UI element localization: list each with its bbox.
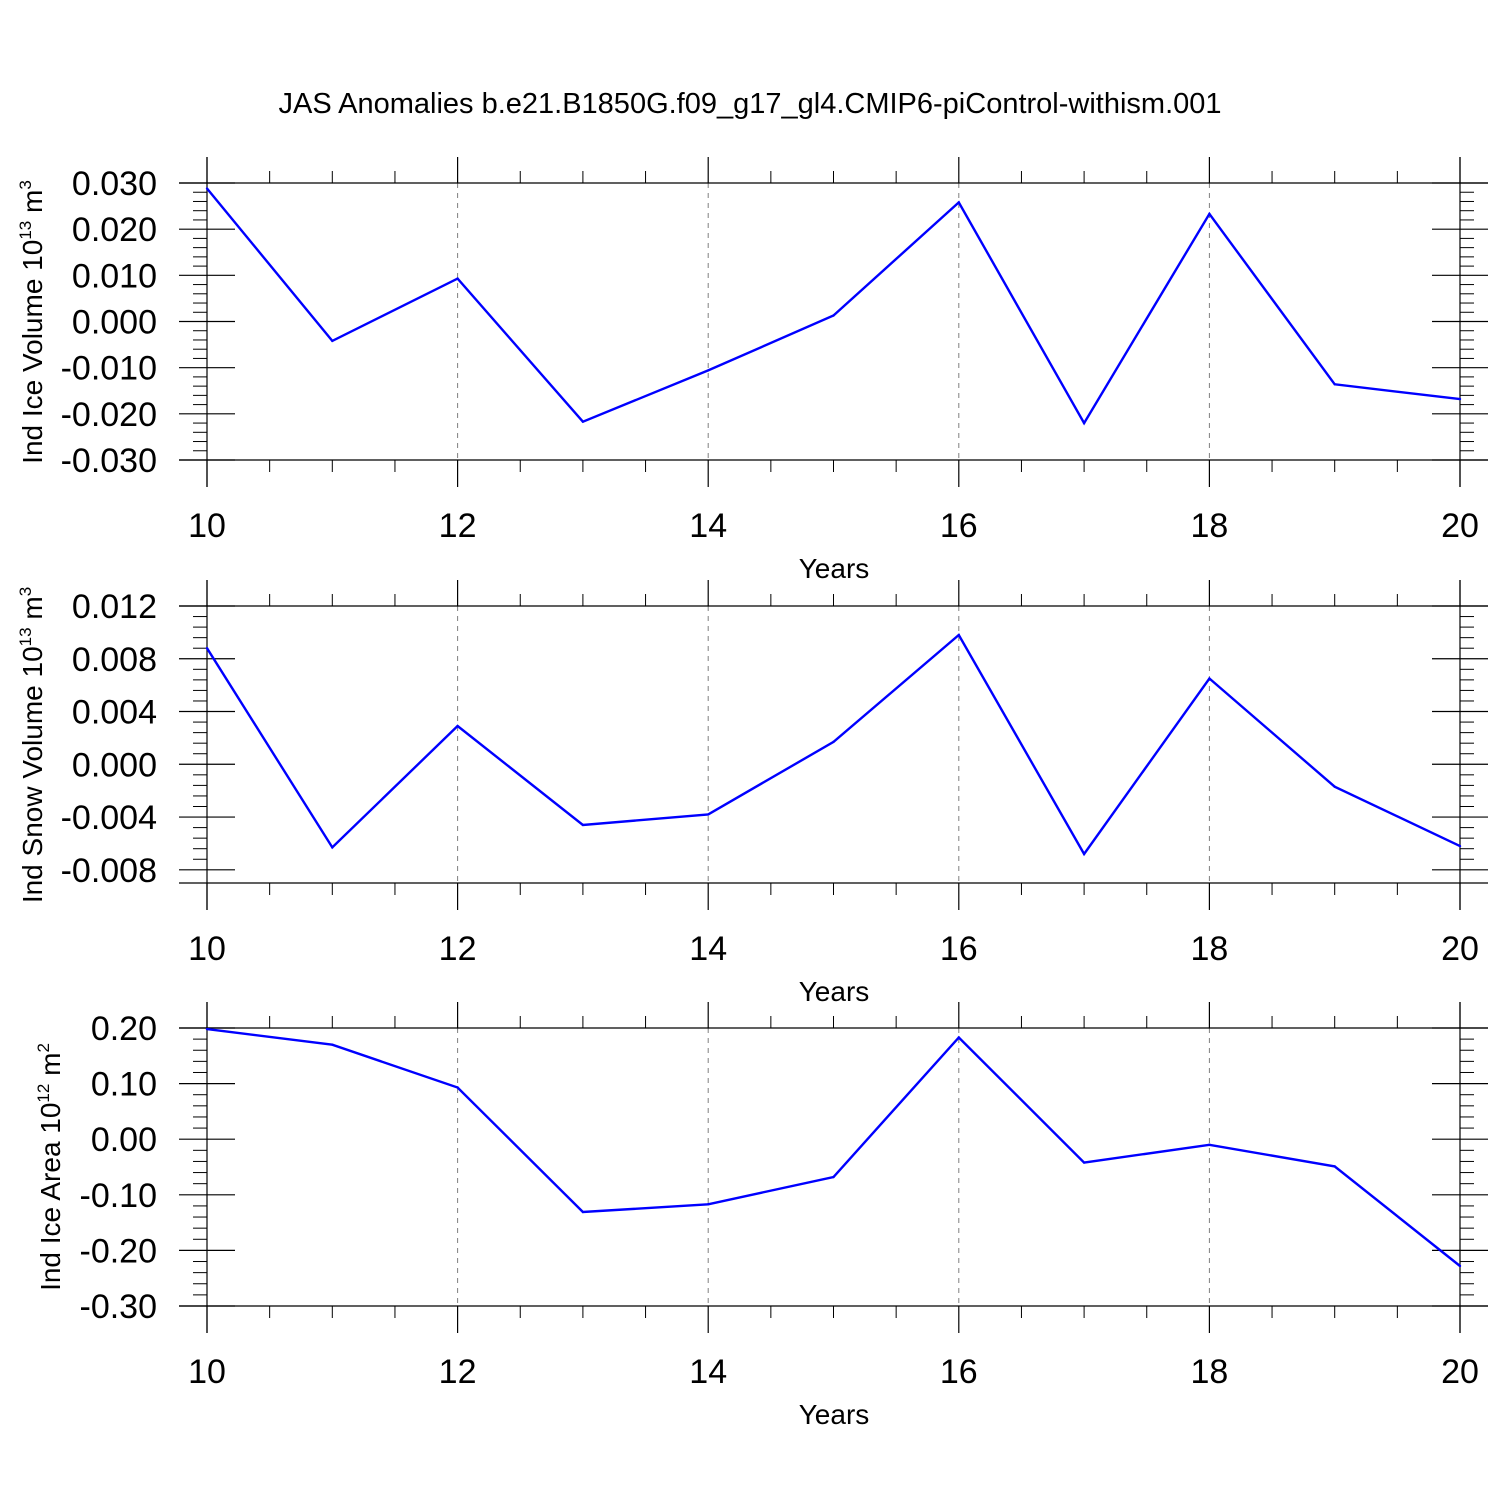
data-point xyxy=(1208,677,1211,680)
x-tick-label: 14 xyxy=(689,1353,727,1391)
y-tick-label: -0.020 xyxy=(61,396,157,434)
y-tick-label: -0.10 xyxy=(80,1177,158,1215)
chart-title: JAS Anomalies b.e21.B1850G.f09_g17_gl4.C… xyxy=(278,88,1222,120)
y-axis-title-unit-exp: 3 xyxy=(16,180,35,189)
x-tick-label: 18 xyxy=(1190,1353,1228,1391)
series-line xyxy=(206,1027,1461,1267)
data-point xyxy=(957,201,960,204)
y-tick-label: 0.000 xyxy=(72,304,157,342)
data-point xyxy=(581,823,585,827)
data-point xyxy=(1082,852,1086,856)
y-tick-label: 0.012 xyxy=(72,588,157,626)
data-point xyxy=(331,339,334,343)
x-tick-label: 14 xyxy=(689,507,727,545)
data-point xyxy=(1208,1143,1211,1146)
data-point xyxy=(1458,844,1462,848)
y-tick-label: 0.004 xyxy=(72,694,157,732)
y-tick-label: -0.30 xyxy=(80,1288,158,1326)
data-point xyxy=(1333,1165,1336,1168)
y-tick-label: -0.008 xyxy=(61,852,157,890)
chart-panel-snow-volume: 0.012 0.008 0.004 0.000 -0.004 -0.008 10 12 14 16… xyxy=(16,580,1488,1007)
data-point xyxy=(832,740,835,744)
data-point xyxy=(707,813,710,816)
series-line xyxy=(205,633,1461,857)
data-point xyxy=(205,1027,209,1031)
x-tick-label: 12 xyxy=(439,507,477,545)
y-tick-label: 0.020 xyxy=(72,211,157,249)
x-tick-label: 12 xyxy=(439,930,477,968)
y-tick-label: -0.030 xyxy=(61,442,157,480)
data-point xyxy=(707,1203,710,1206)
y-axis-title-unit-exp: 3 xyxy=(16,587,35,596)
series-line xyxy=(206,187,1461,426)
y-tick-label: 0.030 xyxy=(72,165,157,203)
chart-panel-ice-volume: 0.030 0.020 0.010 0.000 -0.010 -0.020 -0.030 10… xyxy=(16,157,1488,584)
y-tick-label: -0.010 xyxy=(61,350,157,388)
y-axis-title: Ind Ice Volume 1013 m3 xyxy=(16,180,48,464)
data-point xyxy=(832,314,835,317)
data-point xyxy=(205,187,209,190)
x-axis-title: Years xyxy=(799,976,870,1007)
data-point xyxy=(456,1086,459,1089)
y-axis-title-unit-exp: 2 xyxy=(34,1043,53,1052)
x-tick-label: 18 xyxy=(1190,507,1228,545)
data-point xyxy=(205,647,209,650)
data-point xyxy=(331,1043,334,1046)
data-point xyxy=(957,1036,960,1039)
x-axis-title: Years xyxy=(799,1399,870,1430)
x-tick-label: 14 xyxy=(689,930,727,968)
x-tick-label: 10 xyxy=(188,930,226,968)
data-point xyxy=(581,420,585,423)
x-tick-label: 20 xyxy=(1441,507,1479,545)
x-axis-title: Years xyxy=(799,553,870,584)
x-tick-label: 20 xyxy=(1441,1353,1479,1391)
y-tick-label: -0.004 xyxy=(61,799,157,837)
data-point xyxy=(1208,212,1211,216)
data-point xyxy=(957,633,960,637)
data-point xyxy=(1333,785,1336,788)
y-tick-label: 0.20 xyxy=(91,1010,157,1048)
x-tick-label: 10 xyxy=(188,1353,226,1391)
x-tick-label: 20 xyxy=(1441,930,1479,968)
x-tick-label: 16 xyxy=(940,930,978,968)
data-point xyxy=(581,1210,585,1214)
y-axis-title-unit: m xyxy=(17,190,48,221)
y-axis-title-main: Ind Ice Volume 10 xyxy=(17,240,48,464)
data-point xyxy=(707,369,710,372)
y-tick-label: 0.00 xyxy=(91,1121,157,1159)
y-axis-title-unit: m xyxy=(35,1053,66,1084)
y-axis-title-exp: 12 xyxy=(34,1084,53,1103)
x-tick-label: 10 xyxy=(188,507,226,545)
y-axis-title: Ind Ice Area 1012 m2 xyxy=(34,1043,66,1291)
data-point xyxy=(1458,1264,1462,1268)
data-point xyxy=(832,1175,835,1179)
y-tick-label: 0.010 xyxy=(72,257,157,295)
data-point xyxy=(1458,397,1462,401)
data-point xyxy=(1082,421,1086,425)
x-tick-label: 18 xyxy=(1190,930,1228,968)
y-axis-title-main: Ind Snow Volume 10 xyxy=(17,646,48,903)
chart-panel-ice-area: 0.20 0.10 0.00 -0.10 -0.20 -0.30 10 12 14 16 18 20 Y… xyxy=(34,1002,1488,1430)
y-tick-label: 0.10 xyxy=(91,1066,157,1104)
y-axis-title: Ind Snow Volume 1013 m3 xyxy=(16,587,48,903)
data-point xyxy=(1082,1161,1086,1164)
x-tick-label: 16 xyxy=(940,507,978,545)
y-axis-title-main: Ind Ice Area 10 xyxy=(35,1103,66,1291)
y-tick-label: 0.000 xyxy=(72,746,157,784)
data-point xyxy=(456,277,459,280)
y-axis-title-unit: m xyxy=(17,596,48,627)
x-tick-label: 12 xyxy=(439,1353,477,1391)
y-tick-label: 0.008 xyxy=(72,641,157,679)
data-point xyxy=(331,846,334,849)
y-tick-label: -0.20 xyxy=(80,1232,158,1270)
data-point xyxy=(1333,383,1336,386)
y-axis-title-exp: 13 xyxy=(16,221,35,240)
y-axis-title-exp: 13 xyxy=(16,627,35,646)
data-point xyxy=(456,724,459,728)
x-tick-label: 16 xyxy=(940,1353,978,1391)
